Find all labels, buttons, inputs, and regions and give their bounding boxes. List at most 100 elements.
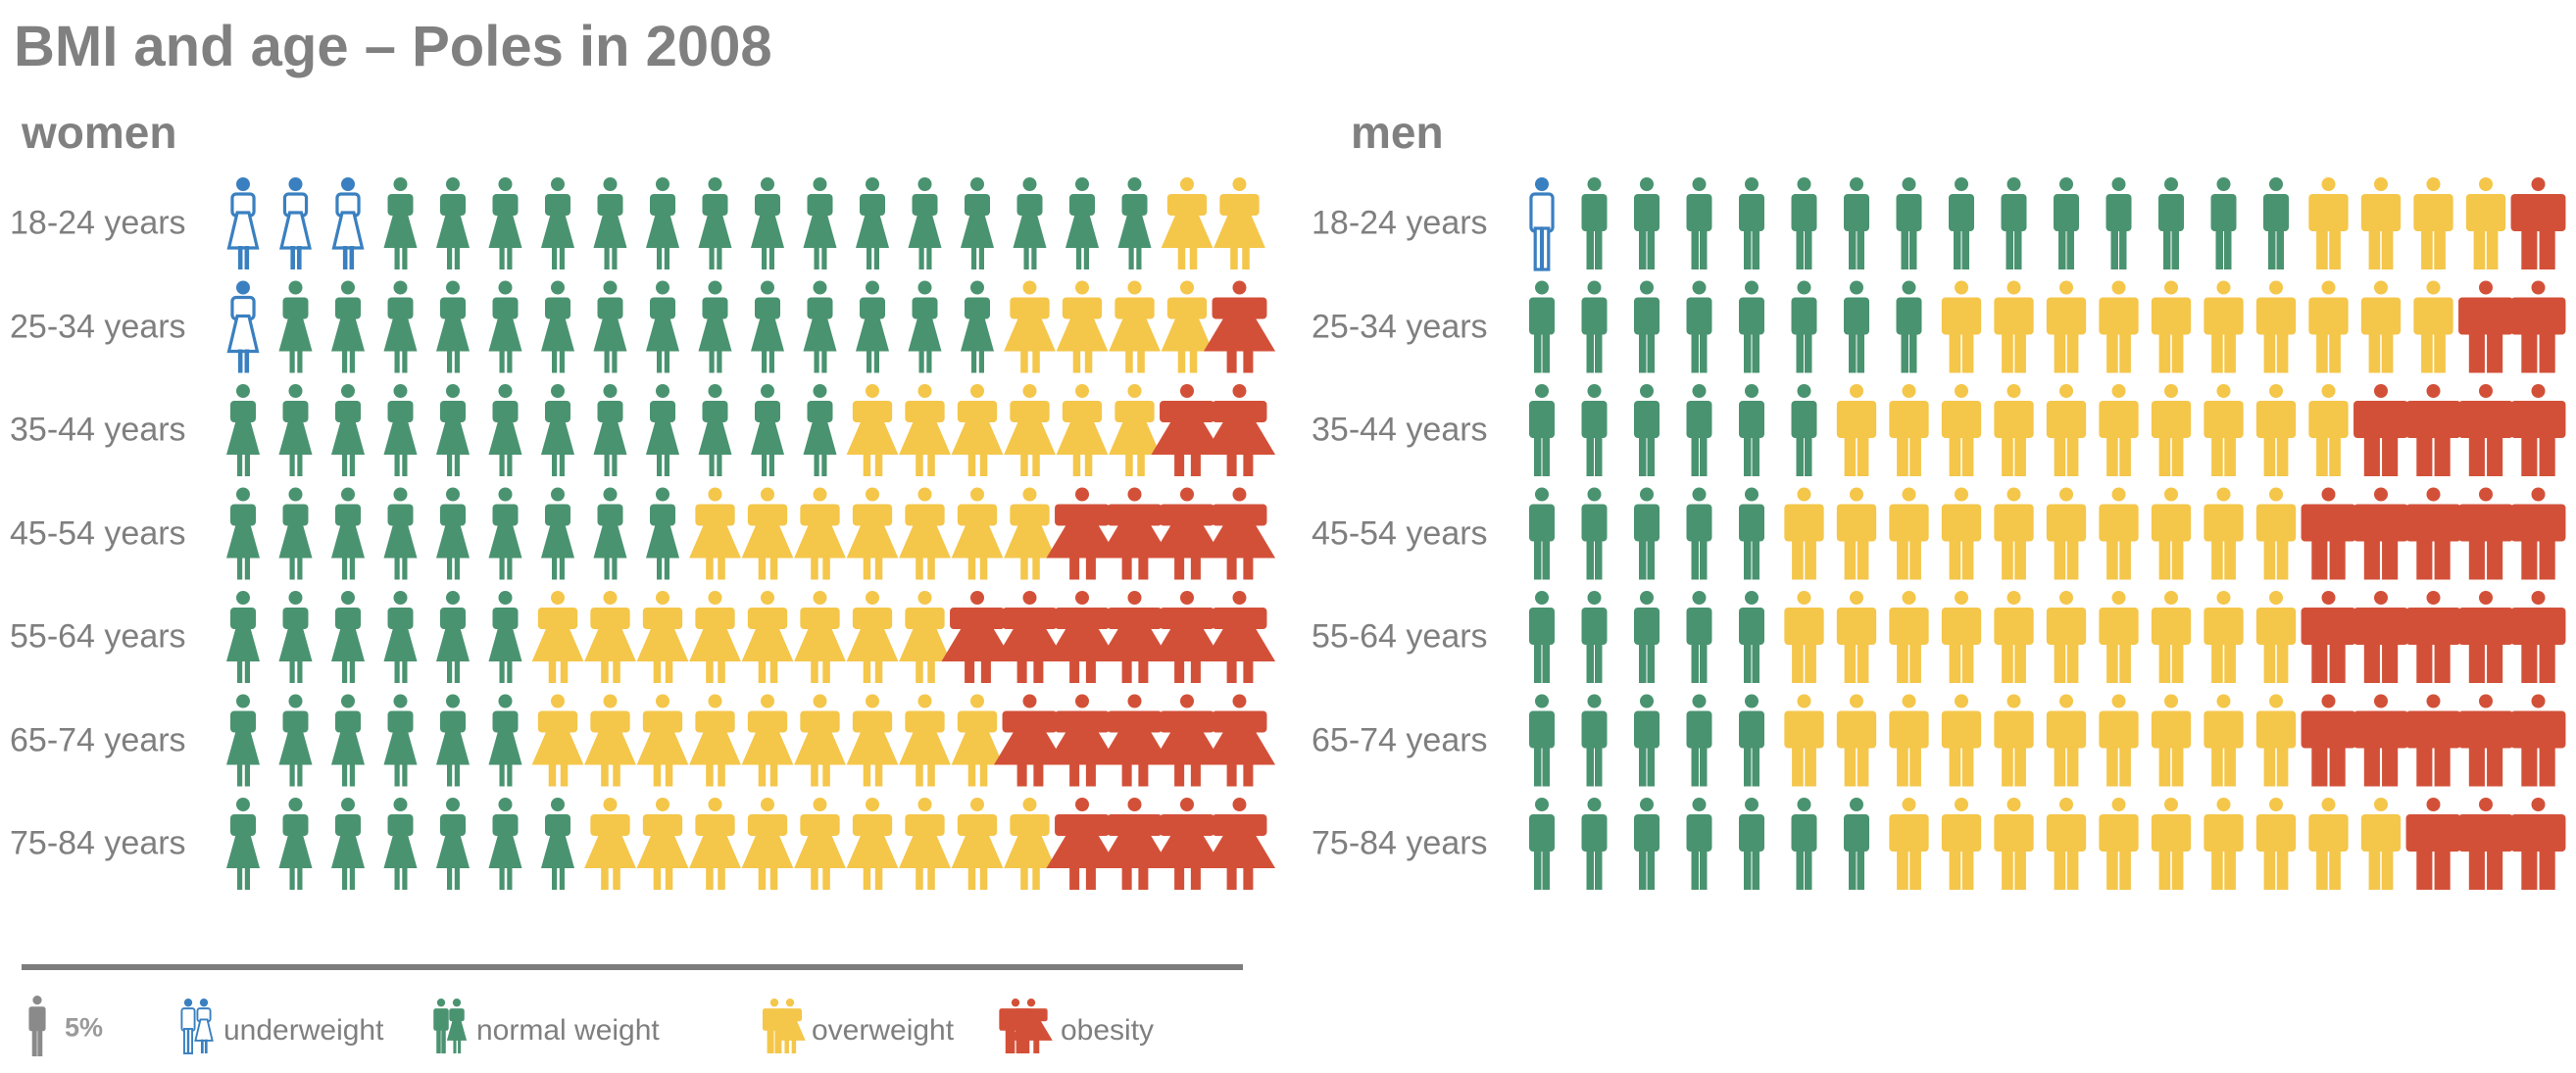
row-label-men-5: 65-74 years [1312, 721, 1488, 758]
figure-women-obesity [1046, 694, 1118, 787]
figure-women-normal-weight [331, 591, 365, 683]
figure-women-overweight [951, 487, 1004, 580]
figure-women-obesity [1203, 798, 1276, 890]
figure-men-obesity [2353, 694, 2408, 787]
figure-women-normal-weight [278, 798, 313, 890]
figure-women-normal-weight [383, 487, 418, 580]
figure-men-overweight [1941, 798, 1982, 890]
figure-women-normal-weight [751, 280, 784, 373]
figure-men-overweight [1889, 591, 1929, 683]
figure-women-overweight [1056, 280, 1109, 373]
figure-men-overweight [1836, 694, 1877, 787]
figure-men-overweight [1994, 280, 2034, 373]
figure-men-overweight [1941, 280, 1982, 373]
legend-label-obesity: obesity [1061, 1014, 1155, 1047]
figure-men-obesity [2510, 177, 2566, 269]
figure-women-normal-weight [383, 177, 418, 269]
figure-men-overweight [2046, 384, 2087, 476]
legend-label-normal-weight: normal weight [476, 1014, 660, 1047]
figure-men-overweight [2255, 694, 2297, 787]
figure-men-overweight [1889, 384, 1929, 476]
figure-men-obesity [2458, 487, 2513, 580]
figure-women-normal-weight [751, 177, 784, 269]
figure-men-normal-weight [1634, 487, 1660, 580]
figure-women-obesity [1151, 694, 1223, 787]
figure-women-overweight [741, 487, 794, 580]
figure-men-obesity [2405, 591, 2461, 683]
figure-men-overweight [2046, 694, 2087, 787]
figure-men-overweight [2151, 280, 2192, 373]
figure-women-normal-weight [226, 384, 260, 476]
legend-icons [28, 996, 1053, 1056]
figure-men-normal-weight [1844, 177, 1869, 269]
figure-women-overweight [689, 798, 741, 890]
figure-women-overweight [794, 798, 846, 890]
figure-men-overweight [2413, 177, 2453, 269]
figure-men-overweight [2046, 280, 2087, 373]
figure-men-overweight [2360, 798, 2402, 890]
row-label-women-3: 45-54 years [10, 514, 186, 552]
figure-men-overweight [2151, 694, 2192, 787]
figure-women-overweight [636, 798, 689, 890]
figure-women-overweight [951, 694, 1004, 787]
figure-women-overweight [636, 591, 689, 683]
figure-women-overweight [584, 694, 636, 787]
figure-women-obesity [1151, 591, 1223, 683]
figure-women-normal-weight [488, 487, 522, 580]
figure-women-normal-weight [278, 384, 313, 476]
figure-women-normal-weight [541, 280, 574, 373]
figure-women-normal-weight [278, 280, 313, 373]
figure-men-overweight [1941, 591, 1982, 683]
figure-men-normal-weight [1581, 280, 1608, 373]
figure-women-overweight [689, 487, 741, 580]
figure-men-normal-weight [1844, 280, 1869, 373]
figure-women-normal-weight [698, 177, 732, 269]
legend-label-overweight: overweight [812, 1014, 955, 1047]
figure-men-obesity [2510, 798, 2566, 890]
figure-women-normal-weight [278, 591, 313, 683]
figure-men-overweight [1889, 798, 1929, 890]
figure-men-normal-weight [1686, 694, 1712, 787]
figure-men-normal-weight [1791, 177, 1817, 269]
figure-women-normal-weight [331, 487, 365, 580]
figure-women-obesity [1151, 384, 1223, 476]
row-label-men-2: 35-44 years [1312, 411, 1488, 449]
figure-men-overweight [1784, 591, 1824, 683]
figure-women-normal-weight [488, 384, 522, 476]
figure-women-overweight [846, 798, 899, 890]
figure-women-normal-weight [331, 280, 365, 373]
figure-women-overweight [689, 591, 741, 683]
figure-women-normal-weight [803, 177, 837, 269]
figure-men-obesity [2510, 694, 2566, 787]
figure-women-normal-weight [541, 487, 574, 580]
figure-women-underweight [331, 177, 365, 269]
figure-women-obesity [1203, 487, 1276, 580]
figure-men-normal-weight [2054, 177, 2079, 269]
figure-women-overweight [689, 694, 741, 787]
figure-men-overweight [2255, 798, 2297, 890]
figure-women-obesity [1203, 694, 1276, 787]
legend-icon-normal-weight [433, 999, 468, 1053]
figure-men-overweight [1941, 694, 1982, 787]
figure-women-obesity [1203, 384, 1276, 476]
figure-men-normal-weight [1634, 177, 1660, 269]
figure-men-overweight [2204, 487, 2244, 580]
figure-women-normal-weight [593, 177, 627, 269]
figure-men-overweight [2255, 280, 2297, 373]
figure-men-obesity [2458, 694, 2513, 787]
figure-men-obesity [2458, 384, 2513, 476]
figure-men-overweight [2151, 384, 2192, 476]
figure-men-overweight [2204, 280, 2244, 373]
figure-men-obesity [2405, 487, 2461, 580]
figure-women-normal-weight [541, 384, 574, 476]
figure-women-overweight [636, 694, 689, 787]
figure-men-overweight [1941, 384, 1982, 476]
figure-women-normal-weight [856, 280, 889, 373]
figure-men-overweight [2308, 384, 2349, 476]
figure-men-overweight [1941, 487, 1982, 580]
figure-men-overweight [2204, 798, 2244, 890]
figure-women-overweight [794, 487, 846, 580]
figure-men-normal-weight [1581, 798, 1608, 890]
figure-women-overweight [794, 591, 846, 683]
figure-men-overweight [1994, 591, 2034, 683]
